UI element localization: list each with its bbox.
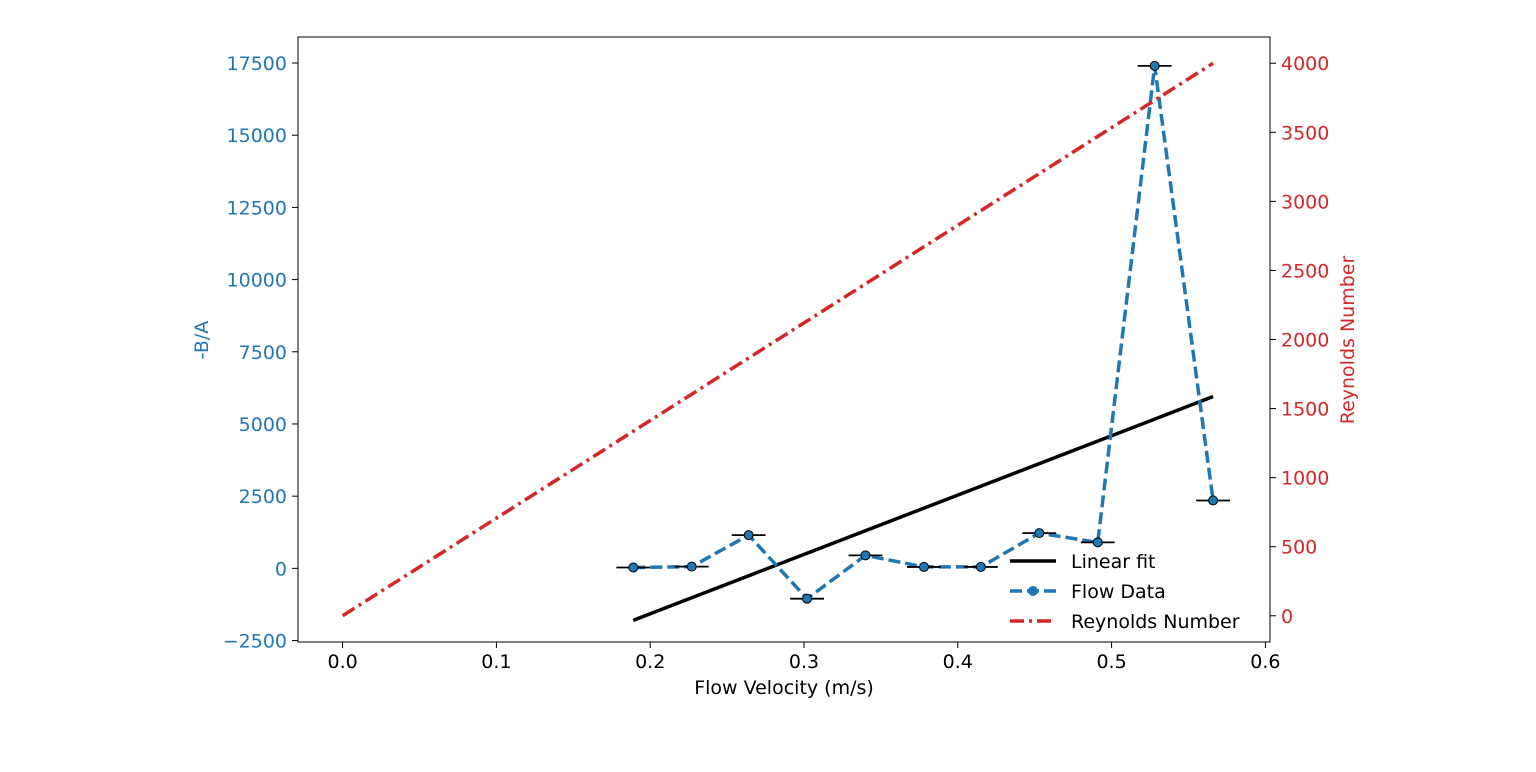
x-axis-label: Flow Velocity (m/s) <box>694 677 874 699</box>
x-tick-label: 0.2 <box>635 651 665 673</box>
y2-tick-label: 1000 <box>1281 468 1329 490</box>
y-tick-label: 5000 <box>239 414 287 436</box>
flow-data-point <box>1092 537 1103 548</box>
y2-tick-label: 1500 <box>1281 399 1329 421</box>
x-tick-label: 0.0 <box>327 651 357 673</box>
x-tick-label: 0.4 <box>943 651 973 673</box>
y2-tick-label: 0 <box>1281 606 1293 628</box>
flow-data-point <box>1208 495 1219 506</box>
flow-data-point <box>1034 528 1045 539</box>
y-tick-label: 10000 <box>227 270 287 292</box>
legend-label-flow-data: Flow Data <box>1071 581 1166 603</box>
y-tick-label: 2500 <box>239 486 287 508</box>
y-axis-label: -B/A <box>191 321 213 360</box>
x-tick-label: 0.6 <box>1250 651 1280 673</box>
flow-data-point <box>860 550 871 561</box>
y-tick-label: 7500 <box>239 342 287 364</box>
y-axis-left: −2500 0 2500 5000 7500 10000 12500 15000 17500 <box>223 53 298 653</box>
flow-data-point <box>686 561 697 572</box>
flow-data-point <box>743 530 754 541</box>
series-line-reynolds-number <box>341 61 1215 618</box>
flow-data-point <box>918 561 929 572</box>
legend-marker-flow-data <box>1028 586 1038 596</box>
flow-data-point <box>1149 60 1160 71</box>
y2-tick-label: 500 <box>1281 537 1317 559</box>
y2-tick-label: 2500 <box>1281 260 1329 282</box>
x-axis: 0.0 0.1 0.2 0.3 0.4 0.5 0.6 <box>327 642 1280 673</box>
y-tick-label: 17500 <box>227 53 287 75</box>
plot-markers <box>616 60 1231 604</box>
y-tick-label: 12500 <box>227 197 287 219</box>
flow-data-point <box>802 593 813 604</box>
x-tick-label: 0.1 <box>481 651 511 673</box>
flow-data-point <box>628 562 639 573</box>
y2-tick-label: 3000 <box>1281 191 1329 213</box>
flow-data-point <box>975 561 986 572</box>
y2-tick-label: 3500 <box>1281 122 1329 144</box>
y-axis-right: 0 500 1000 1500 2000 2500 3000 3500 4000 <box>1270 53 1329 628</box>
series-line-flow-data <box>633 64 1215 601</box>
y-tick-label: 15000 <box>227 125 287 147</box>
legend-label-reynolds: Reynolds Number <box>1071 611 1240 633</box>
legend: Linear fit Flow Data Reynolds Number <box>1010 551 1240 633</box>
y2-tick-label: 4000 <box>1281 53 1329 75</box>
plot-lines <box>341 61 1215 622</box>
x-tick-label: 0.5 <box>1096 651 1126 673</box>
legend-label-linear-fit: Linear fit <box>1071 551 1156 573</box>
series-line-linear-fit <box>632 394 1214 622</box>
y-tick-label: −2500 <box>223 631 287 653</box>
y2-tick-label: 2000 <box>1281 330 1329 352</box>
y2-axis-label: Reynolds Number <box>1337 256 1359 425</box>
y-tick-label: 0 <box>275 558 287 580</box>
x-tick-label: 0.3 <box>789 651 819 673</box>
